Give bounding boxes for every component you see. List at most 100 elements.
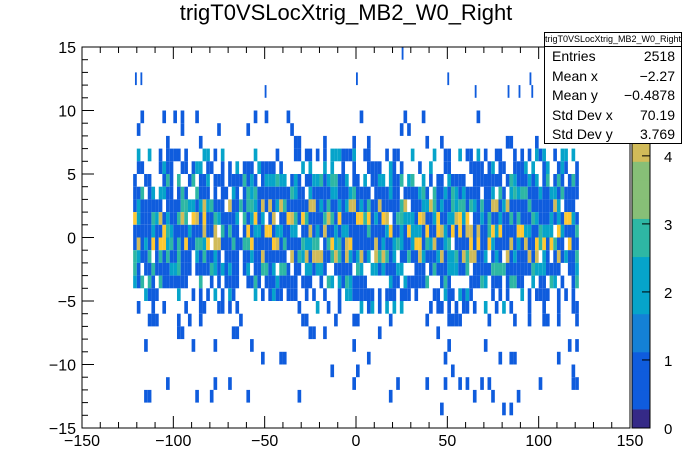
heatmap-bin: [345, 275, 349, 289]
heatmap-bin: [516, 389, 521, 403]
heatmap-bin: [326, 301, 331, 314]
stats-label: Mean y: [552, 87, 598, 103]
heatmap-bin: [166, 148, 170, 162]
heatmap-bin: [231, 262, 236, 276]
heatmap-bin: [133, 250, 137, 263]
heatmap-bin: [542, 250, 546, 263]
heatmap-bin: [162, 301, 167, 314]
heatmap-bin: [261, 199, 265, 213]
heatmap-bin: [396, 174, 400, 187]
heatmap-bin: [213, 339, 218, 352]
heatmap-bin: [407, 250, 411, 263]
stats-row-entries: Entries 2518: [545, 47, 681, 67]
heatmap-bin: [151, 313, 156, 327]
heatmap-bin: [275, 148, 280, 162]
heatmap-bin: [198, 275, 203, 289]
heatmap-bin: [144, 237, 148, 251]
heatmap-bin: [567, 199, 572, 213]
heatmap-bin: [184, 262, 188, 276]
heatmap-bin: [535, 135, 539, 149]
heatmap-bin: [461, 262, 466, 276]
heatmap-bin: [545, 288, 550, 301]
heatmap-bin: [217, 199, 221, 213]
heatmap-bin: [323, 135, 327, 149]
heatmap-bin: [399, 199, 404, 213]
heatmap-bin: [323, 161, 327, 174]
heatmap-bin: [461, 301, 466, 314]
heatmap-bin: [151, 275, 156, 289]
heatmap-bin: [206, 262, 210, 276]
heatmap-bin: [220, 148, 225, 162]
heatmap-bin: [187, 313, 192, 327]
heatmap-bin: [308, 224, 313, 238]
heatmap-bin: [184, 212, 188, 225]
heatmap-bin: [250, 275, 254, 289]
heatmap-bin: [166, 212, 170, 225]
heatmap-bin: [487, 313, 492, 327]
heatmap-bin: [359, 250, 364, 263]
heatmap-bin: [334, 313, 338, 327]
palette-step: [632, 199, 650, 219]
y-tick-label: 5: [67, 167, 76, 184]
heatmap-bin: [458, 313, 462, 327]
heatmap-bin: [447, 199, 451, 213]
heatmap-bin: [567, 212, 572, 225]
heatmap-bin: [374, 174, 378, 187]
heatmap-bin: [447, 237, 451, 251]
heatmap-bin: [564, 212, 568, 225]
heatmap-bin: [140, 186, 145, 200]
heatmap-bin: [166, 237, 170, 251]
heatmap-bin: [377, 262, 382, 276]
heatmap-bin: [418, 275, 422, 289]
heatmap-bin: [454, 186, 459, 200]
heatmap-bin: [337, 301, 342, 314]
heatmap-bin: [403, 224, 408, 238]
heatmap-bin: [217, 212, 221, 225]
heatmap-bin: [282, 186, 287, 200]
heatmap-bin: [337, 199, 342, 213]
heatmap-bin: [176, 237, 181, 251]
heatmap-bin: [250, 224, 254, 238]
heatmap-bin: [206, 186, 210, 200]
heatmap-bin: [399, 174, 404, 187]
heatmap-bin: [312, 237, 316, 251]
heatmap-bin: [151, 288, 156, 301]
heatmap-bin: [136, 161, 141, 174]
heatmap-bin: [440, 212, 444, 225]
heatmap-bin: [268, 288, 272, 301]
heatmap-bin: [465, 186, 470, 200]
heatmap-bin: [487, 377, 492, 390]
heatmap-bin: [377, 250, 382, 263]
heatmap-bin: [509, 402, 514, 416]
heatmap-bin: [421, 237, 426, 251]
heatmap-bin: [505, 250, 510, 263]
heatmap-bin: [290, 174, 294, 187]
heatmap-bin: [290, 212, 294, 225]
heatmap-bin: [505, 288, 510, 301]
heatmap-bin: [176, 326, 181, 340]
heatmap-bin: [184, 237, 188, 251]
palette-tick-label: 1: [664, 353, 672, 370]
heatmap-bin: [348, 237, 353, 251]
heatmap-bin: [282, 275, 287, 289]
heatmap-bin: [228, 275, 232, 289]
heatmap-bin: [290, 237, 294, 251]
heatmap-bin: [169, 250, 174, 263]
heatmap-bin: [352, 377, 356, 390]
heatmap-bin: [535, 212, 539, 225]
heatmap-bin: [502, 224, 506, 238]
heatmap-bin: [297, 389, 302, 403]
heatmap-bin: [140, 237, 145, 251]
heatmap-bin: [315, 199, 320, 213]
heatmap-bin: [410, 174, 415, 187]
heatmap-bin: [494, 237, 499, 251]
heatmap-bin: [224, 224, 229, 238]
heatmap-bin: [542, 224, 546, 238]
heatmap-bin: [450, 262, 455, 276]
x-tick-label: −50: [251, 433, 278, 450]
heatmap-bin: [140, 72, 143, 86]
heatmap-bin: [483, 262, 488, 276]
heatmap-bin: [443, 148, 448, 162]
heatmap-bin: [571, 301, 576, 314]
heatmap-bin: [151, 262, 156, 276]
